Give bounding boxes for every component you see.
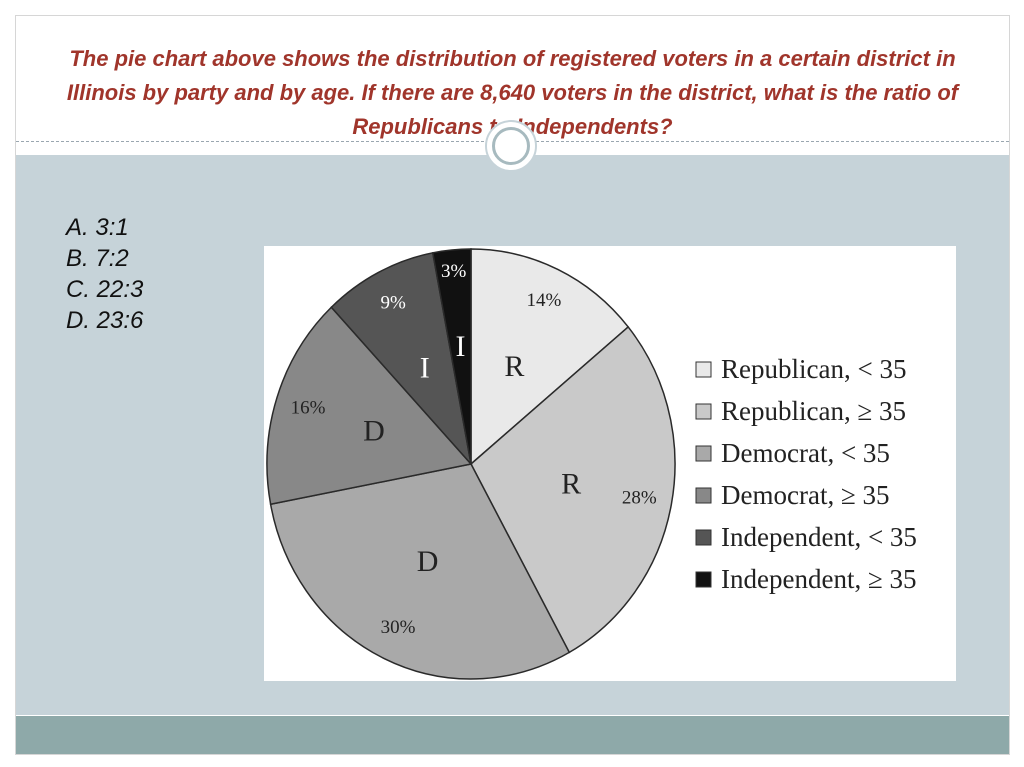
slice-value-label: 9% xyxy=(381,293,407,314)
pie-chart: 14% R 28% R 30% D 16% D 9% I 3% I Republican, < 35 Re… xyxy=(266,248,917,680)
slice-value-label: 14% xyxy=(527,290,562,311)
legend-label: Republican, < 35 xyxy=(721,354,906,384)
pie-slice xyxy=(269,463,571,680)
legend-swatch xyxy=(695,445,712,462)
legend-label: Democrat, ≥ 35 xyxy=(721,480,890,510)
slice-value-label: 16% xyxy=(291,398,326,419)
question-text: The pie chart above shows the distributi… xyxy=(66,46,959,139)
pie-chart-panel: 14% R 28% R 30% D 16% D 9% I 3% I Republican, < 35 Re… xyxy=(264,246,956,681)
answer-list: A. 3:1 B. 7:2 C. 22:3 D. 23:6 xyxy=(66,212,143,336)
legend-label: Independent, < 35 xyxy=(721,522,917,552)
pie-slice xyxy=(330,251,473,467)
slice-category-label: D xyxy=(417,545,439,578)
slice-value-label: 28% xyxy=(622,487,657,508)
footer-band xyxy=(16,716,1009,754)
pie-slice xyxy=(431,248,472,465)
answer-option-c: C. 22:3 xyxy=(66,276,144,303)
answer-option-b: B. 7:2 xyxy=(66,245,129,272)
pie-slice xyxy=(470,248,630,466)
slice-category-label: I xyxy=(420,352,430,385)
pie-slice xyxy=(266,306,473,506)
legend-swatch xyxy=(695,571,712,588)
legend-swatch xyxy=(695,487,712,504)
legend-label: Democrat, < 35 xyxy=(721,438,890,468)
slice-category-label: D xyxy=(363,414,385,447)
legend-swatch xyxy=(695,361,712,378)
legend-swatch xyxy=(695,529,712,546)
slide: The pie chart above shows the distributi… xyxy=(15,15,1010,755)
legend-swatch xyxy=(695,403,712,420)
answer-option-a: A. 3:1 xyxy=(66,214,129,241)
answer-option-d: D. 23:6 xyxy=(66,307,144,334)
divider-ring-inner xyxy=(492,127,530,165)
slice-value-label: 3% xyxy=(441,261,467,282)
pie-slice xyxy=(470,325,676,654)
legend-label: Independent, ≥ 35 xyxy=(721,564,917,594)
legend-label: Republican, ≥ 35 xyxy=(721,396,906,426)
slice-category-label: R xyxy=(561,468,581,501)
slice-category-label: R xyxy=(504,350,524,383)
slice-value-label: 30% xyxy=(381,617,416,638)
slice-category-label: I xyxy=(455,330,465,363)
